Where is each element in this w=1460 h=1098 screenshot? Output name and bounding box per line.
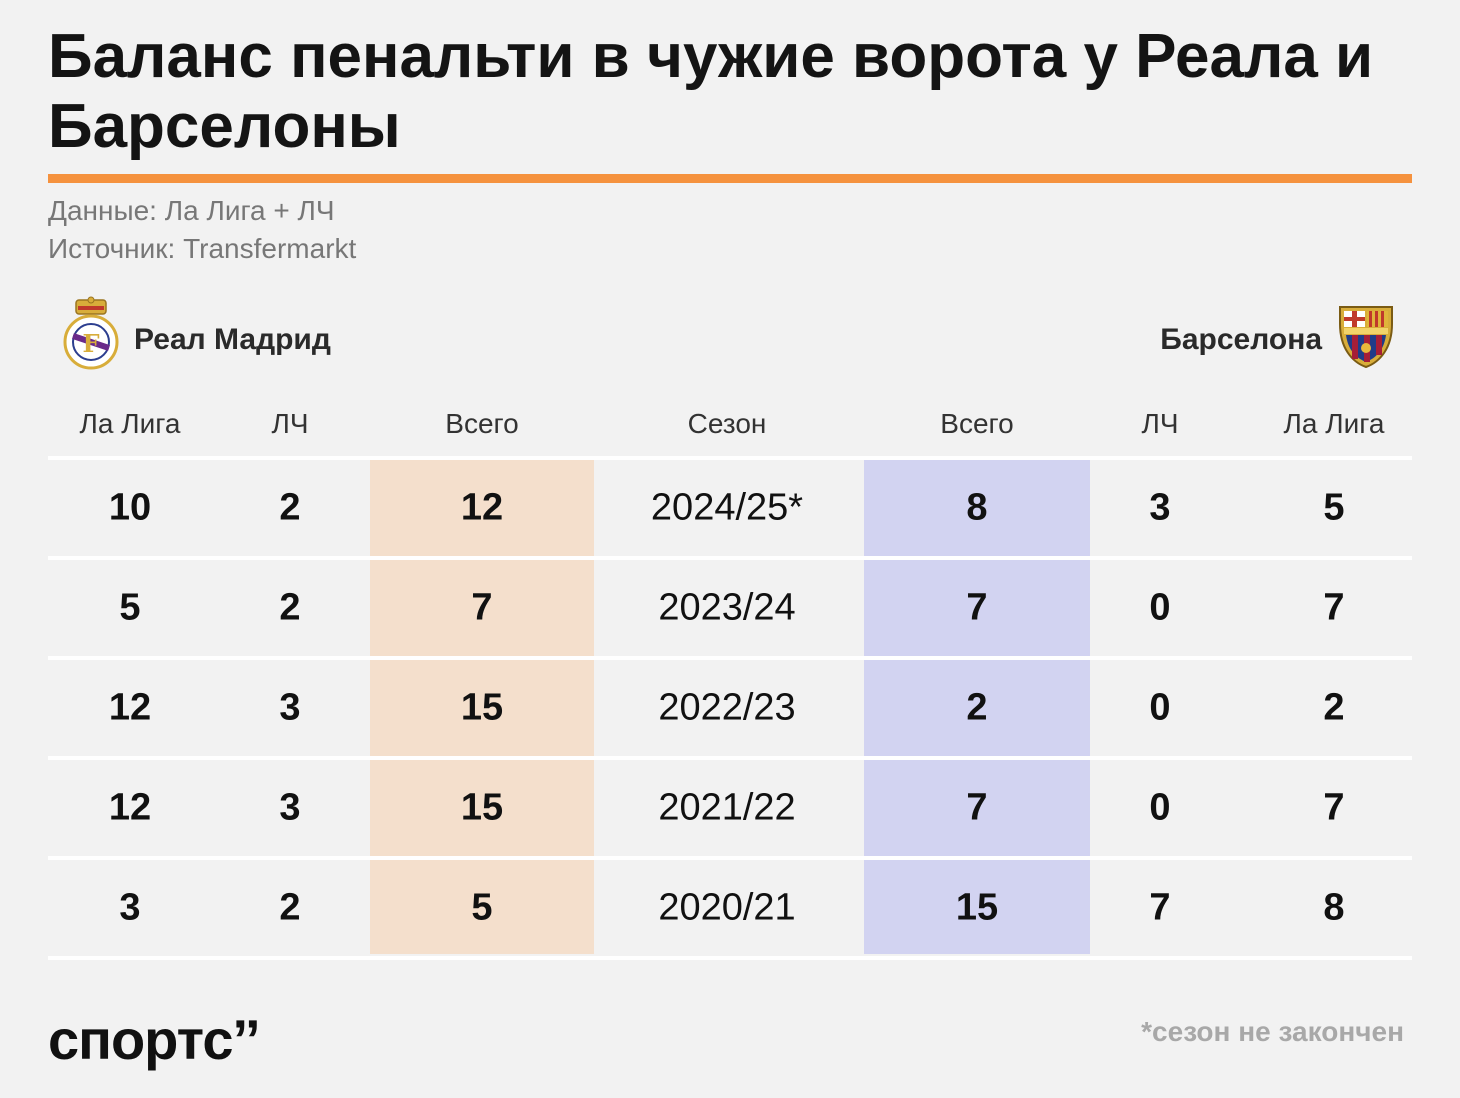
barca-total-column-band [864,460,1090,954]
cell-fcb-total: 15 [955,886,999,929]
cell-fcb-laliga: 7 [1323,786,1345,829]
cell-fcb-ucl: 0 [1149,586,1171,629]
table-row: 12 3 15 2022/23 2 0 2 [0,660,1460,756]
cell-rm-laliga: 12 [108,686,152,729]
row-divider [48,556,1412,560]
cell-fcb-laliga: 5 [1323,486,1345,529]
cell-rm-laliga: 5 [119,586,141,629]
col-header-rm-ucl: ЛЧ [271,408,309,439]
data-note: Данные: Ла Лига + ЛЧ [48,195,335,226]
table-header: Ла Лига ЛЧ Всего Сезон Всего ЛЧ Ла Лига [0,408,1460,452]
table-row: 10 2 12 2024/25* 8 3 5 [0,460,1460,556]
cell-rm-total: 15 [460,786,504,829]
svg-text:F: F [82,329,99,358]
row-divider [48,756,1412,760]
row-divider [48,456,1412,460]
accent-divider [48,174,1412,183]
cell-rm-ucl: 2 [279,886,301,929]
cell-season: 2020/21 [658,886,796,929]
cell-fcb-total: 7 [966,786,988,829]
cell-season: 2024/25* [650,486,804,529]
cell-fcb-ucl: 7 [1149,886,1171,929]
cell-rm-total: 15 [460,686,504,729]
real-madrid-crest-icon: F [63,296,119,370]
page-title: Баланс пенальти в чужие ворота у Реала и… [48,22,1374,161]
team-name-real-madrid: Реал Мадрид [134,323,331,356]
cell-fcb-total: 2 [966,686,988,729]
cell-rm-ucl: 2 [279,586,301,629]
col-header-rm-total: Всего [445,408,519,439]
cell-fcb-total: 8 [966,486,988,529]
cell-fcb-total: 7 [966,586,988,629]
table-row: 3 2 5 2020/21 15 7 8 [0,860,1460,956]
cell-fcb-ucl: 3 [1149,486,1171,529]
cell-season: 2021/22 [658,786,796,829]
row-divider [48,956,1412,960]
row-divider [48,656,1412,660]
cell-rm-laliga: 10 [108,486,152,529]
cell-season: 2023/24 [658,586,796,629]
real-total-column-band [370,460,594,954]
col-header-fcb-ucl: ЛЧ [1141,408,1179,439]
cell-rm-ucl: 2 [279,486,301,529]
cell-fcb-ucl: 0 [1149,686,1171,729]
team-name-barcelona: Барселона [1160,323,1322,356]
footnote: *сезон не закончен [1141,1016,1404,1047]
row-divider [48,856,1412,860]
cell-fcb-ucl: 0 [1149,786,1171,829]
cell-fcb-laliga: 2 [1323,686,1345,729]
cell-fcb-laliga: 7 [1323,586,1345,629]
barcelona-crest-icon [1339,306,1393,369]
cell-rm-total: 12 [460,486,504,529]
col-header-fcb-total: Всего [940,408,1014,439]
cell-season: 2022/23 [658,686,796,729]
cell-rm-total: 7 [471,586,493,629]
cell-rm-ucl: 3 [279,686,301,729]
col-header-fcb-laliga: Ла Лига [1283,408,1385,439]
cell-rm-total: 5 [471,886,493,929]
table-row: 12 3 15 2021/22 7 0 7 [0,760,1460,856]
col-header-rm-laliga: Ла Лига [79,408,181,439]
cell-rm-laliga: 3 [119,886,141,929]
cell-rm-ucl: 3 [279,786,301,829]
cell-rm-laliga: 12 [108,786,152,829]
source-note: Источник: Transfermarkt [48,233,357,264]
table-row: 5 2 7 2023/24 7 0 7 [0,560,1460,656]
sports-logo: спортс’’ [48,1008,261,1071]
cell-fcb-laliga: 8 [1323,886,1345,929]
col-header-season: Сезон [687,408,767,439]
